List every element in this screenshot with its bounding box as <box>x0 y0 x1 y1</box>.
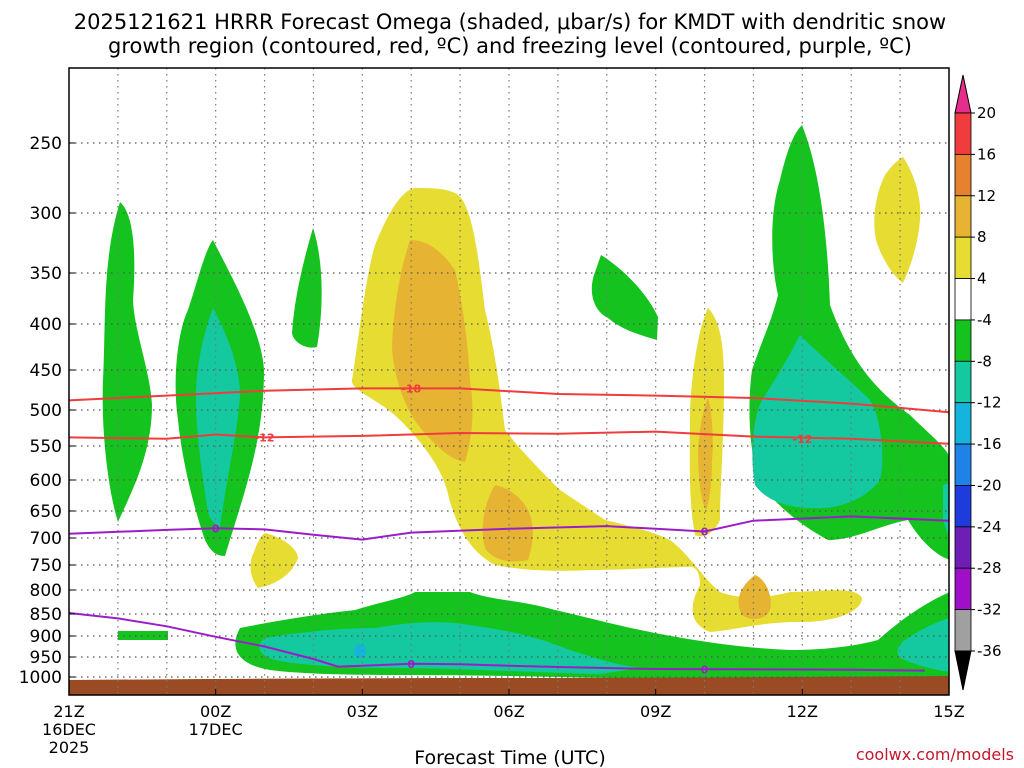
colorbar-label: -36 <box>977 642 1002 660</box>
colorbar-label: -32 <box>977 601 1002 619</box>
x-tick-label: 00Z <box>200 702 231 721</box>
colorbar-segment <box>954 236 972 279</box>
colorbar-label: -28 <box>977 559 1002 577</box>
omega-region-yellow-small <box>250 533 298 588</box>
surface-terrain <box>69 676 949 695</box>
colorbar-label: -12 <box>977 394 1002 412</box>
omega-region-teal-surface-2 <box>897 618 949 672</box>
colorbar-label: 20 <box>977 104 996 122</box>
omega-region-teal-2 <box>752 335 883 509</box>
omega-region-green-4 <box>591 255 658 340</box>
omega-region-teal-surface <box>259 622 640 674</box>
colorbar-bottom-arrow <box>954 650 972 691</box>
colorbar-segment <box>954 402 972 445</box>
omega-region-teal-edge <box>943 483 949 538</box>
chart-title-line-2: growth region (contoured, red, ºC) and f… <box>108 34 912 58</box>
colorbar-segment <box>954 360 972 404</box>
gridlines <box>69 68 949 695</box>
y-axis: 2503003504004505005506006507007508008509… <box>19 134 75 688</box>
omega-region-yellow-main <box>351 188 862 632</box>
dgz-contour-label: -12 <box>792 433 812 446</box>
y-tick-label: 850 <box>30 605 62 625</box>
y-tick-label: 300 <box>30 204 62 224</box>
freezing-level-label: 0 <box>701 663 709 676</box>
colorbar-label: 16 <box>977 145 996 163</box>
omega-region-yellow-top-right <box>874 157 921 283</box>
y-tick-label: 700 <box>30 529 62 549</box>
chart-title-line-1: 2025121621 HRRR Forecast Omega (shaded, … <box>74 10 946 34</box>
y-tick-label: 250 <box>30 134 62 154</box>
colorbar-label: 8 <box>977 228 987 246</box>
colorbar-segment <box>954 443 972 486</box>
omega-shaded-field: -18 -12 -12 0 0 0 0 <box>69 68 949 695</box>
colorbar-segment <box>954 609 972 652</box>
y-tick-label: 450 <box>30 361 62 381</box>
y-tick-label: 950 <box>30 648 62 668</box>
y-tick-label: 550 <box>30 437 62 457</box>
y-tick-label: 1000 <box>19 668 62 688</box>
omega-region-green-3 <box>292 228 322 348</box>
omega-region-orange-3 <box>698 398 713 510</box>
x-tick-label: 03Z <box>347 702 378 721</box>
colorbar-segment <box>954 485 972 528</box>
colorbar-label: -16 <box>977 435 1002 453</box>
y-tick-label: 800 <box>30 581 62 601</box>
y-tick-label: 500 <box>30 401 62 421</box>
colorbar-segment <box>954 526 972 569</box>
colorbar-segment <box>954 567 972 611</box>
credit-link[interactable]: coolwx.com/models <box>856 745 1014 764</box>
colorbar-label: 4 <box>977 270 987 288</box>
colorbar-segment <box>954 319 972 362</box>
y-tick-label: 350 <box>30 264 62 284</box>
colorbar: 20 16 12 8 4 -4 -8 -12 -16 -20 -24 -28 -32 -36 <box>954 74 1002 691</box>
y-tick-label: 750 <box>30 556 62 576</box>
colorbar-label: -4 <box>977 311 992 329</box>
omega-region-cyan-surface <box>354 644 366 658</box>
freezing-level-label: 0 <box>701 526 709 539</box>
dgz-contour-label: -18 <box>401 382 421 395</box>
omega-region-orange-2 <box>482 485 533 562</box>
colorbar-segment <box>954 278 972 321</box>
colorbar-top-arrow <box>954 74 972 114</box>
x-axis-label: Forecast Time (UTC) <box>414 747 605 768</box>
freezing-level-label: 0 <box>212 522 220 535</box>
freezing-level-line <box>69 515 949 541</box>
dgz-contour-line <box>69 430 949 445</box>
y-tick-label: 400 <box>30 315 62 335</box>
x-tick-label: 09Z <box>640 702 671 721</box>
omega-region-green-small <box>118 631 168 640</box>
contour-lines: -18 -12 -12 0 0 0 0 <box>69 382 949 676</box>
omega-region-green-1 <box>102 202 152 522</box>
y-tick-label: 600 <box>30 471 62 491</box>
y-tick-label: 650 <box>30 502 62 522</box>
dgz-contour-line <box>69 387 949 414</box>
colorbar-segment <box>954 153 972 197</box>
freezing-level-line <box>69 612 925 672</box>
x-tick-label: 16DEC <box>42 720 96 739</box>
dgz-contour-label: -12 <box>255 431 275 444</box>
colorbar-label: -20 <box>977 476 1002 494</box>
x-tick-label: 12Z <box>787 702 818 721</box>
omega-region-orange-1 <box>392 240 473 462</box>
y-tick-label: 900 <box>30 627 62 647</box>
omega-region-orange-4 <box>738 575 771 620</box>
omega-region-teal-1 <box>195 308 240 527</box>
freezing-level-label: 0 <box>407 658 415 671</box>
colorbar-segment <box>954 112 972 155</box>
x-tick-label: 2025 <box>49 738 90 757</box>
x-tick-label: 21Z <box>53 702 84 721</box>
x-tick-label: 15Z <box>933 702 964 721</box>
colorbar-label: -8 <box>977 352 992 370</box>
colorbar-label: 12 <box>977 187 996 205</box>
x-tick-label: 06Z <box>493 702 524 721</box>
colorbar-segment <box>954 195 972 238</box>
colorbar-label: -24 <box>977 518 1002 536</box>
x-tick-label: 17DEC <box>189 720 243 739</box>
